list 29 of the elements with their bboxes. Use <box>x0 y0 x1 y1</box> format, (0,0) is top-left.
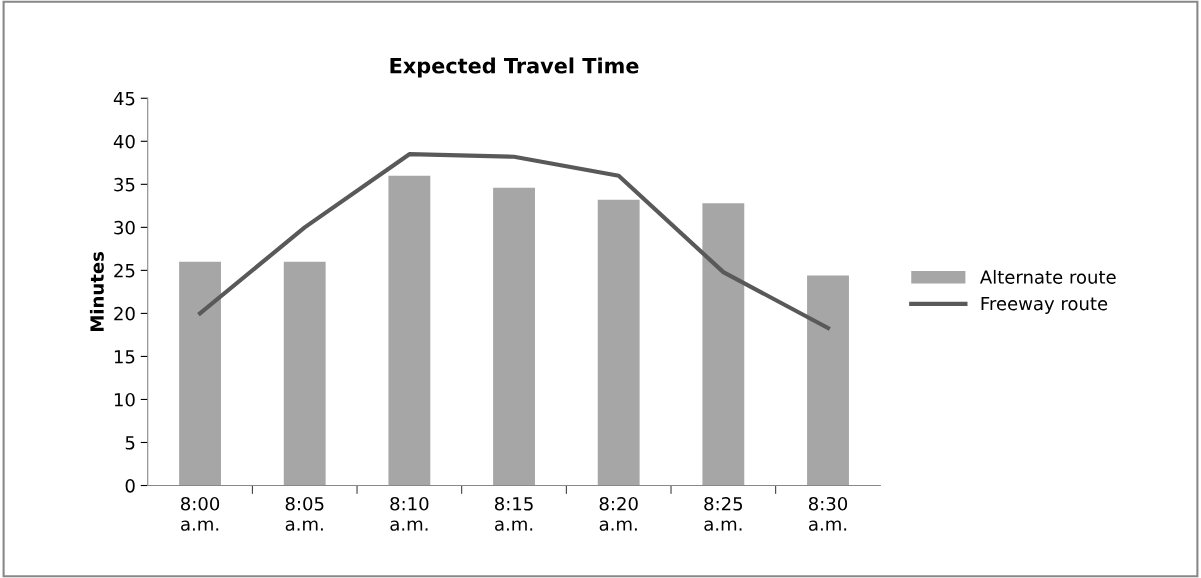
line-series <box>197 152 831 331</box>
bar <box>179 261 221 486</box>
y-tick-label: 25 <box>114 263 135 278</box>
x-tick-label: 8:10 a.m. <box>390 496 429 531</box>
y-tick-label: 15 <box>114 350 135 364</box>
y-tick-label: 45 <box>113 91 135 106</box>
x-tick-label: 8:15 a.m. <box>494 496 533 531</box>
y-tick-label: 30 <box>114 220 135 235</box>
bar <box>702 203 745 486</box>
bar <box>493 187 535 486</box>
bar <box>388 175 431 486</box>
bar <box>807 275 849 486</box>
x-tick-label: 8:25 a.m. <box>704 496 743 531</box>
bar <box>597 199 640 486</box>
bar <box>283 261 326 486</box>
x-tick-label: 8:00 a.m. <box>181 496 220 531</box>
x-tick-label: 8:20 a.m. <box>599 496 638 531</box>
chart-title: Expected Travel Time <box>390 57 639 78</box>
legend-label: Freeway route <box>981 296 1108 314</box>
legend-label: Alternate route <box>979 269 1116 284</box>
x-tick-label: 8:05 a.m. <box>285 496 324 531</box>
y-tick-label: 10 <box>114 392 135 407</box>
x-tick-label: 8:30 a.m. <box>808 496 848 531</box>
y-tick-label: 5 <box>125 436 135 450</box>
y-axis-title: Minutes <box>89 252 104 331</box>
y-tick-label: 20 <box>114 306 135 321</box>
y-tick-label: 40 <box>113 134 135 149</box>
y-tick-label: 35 <box>114 177 135 192</box>
y-tick-label: 0 <box>125 478 135 493</box>
